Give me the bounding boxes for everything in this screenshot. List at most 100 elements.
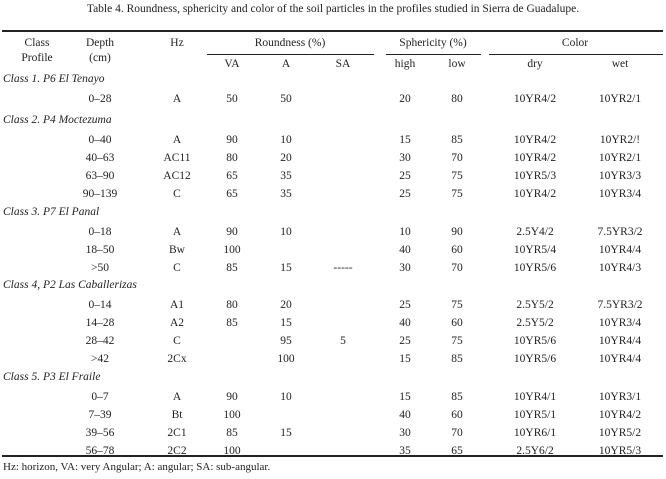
group-label: Class 5. P3 El Fraile — [3, 371, 101, 383]
cell-dry: 10YR4/2 — [513, 152, 557, 164]
cell-hz: C — [173, 262, 181, 274]
cell-wet: 10YR3/4 — [598, 317, 642, 329]
cell-dry: 10YR4/2 — [513, 134, 557, 146]
cell-dry: 10YR4/1 — [513, 391, 557, 403]
cell-wet: 10YR4/2 — [598, 409, 642, 421]
cell-depth: 0–14 — [88, 299, 112, 311]
cell-high: 40 — [399, 409, 411, 421]
cell-sa: 5 — [340, 335, 346, 347]
cell-hz: A — [172, 134, 182, 146]
cell-dry: 10YR4/2 — [513, 93, 557, 105]
cell-va: 90 — [226, 391, 238, 403]
cell-a: 15 — [280, 317, 292, 329]
cell-hz: A — [172, 391, 182, 403]
cell-hz: 2Cx — [167, 353, 187, 365]
cell-depth: 0–40 — [88, 134, 112, 146]
cell-a: 10 — [280, 134, 292, 146]
cell-high: 30 — [399, 262, 411, 274]
cell-hz: AC12 — [163, 170, 191, 182]
cell-low: 75 — [451, 299, 463, 311]
header-depth: Depth — [85, 37, 115, 49]
cell-a: 35 — [280, 188, 292, 200]
header-sphericity: Sphericity (%) — [399, 37, 467, 49]
cell-low: 80 — [451, 93, 463, 105]
footnote: Hz: horizon, VA: very Angular; A: angula… — [3, 461, 271, 473]
cell-va: 65 — [226, 170, 238, 182]
cell-va: 100 — [223, 244, 241, 256]
cell-wet: 10YR4/4 — [598, 353, 642, 365]
cell-va: 80 — [226, 299, 238, 311]
cell-wet: 10YR5/2 — [598, 427, 642, 439]
cell-wet: 7.5YR3/2 — [597, 299, 643, 311]
cell-high: 30 — [399, 152, 411, 164]
cell-wet: 10YR5/3 — [598, 445, 642, 457]
cell-wet: 10YR2/! — [599, 134, 641, 146]
cell-a: 50 — [280, 93, 292, 105]
cell-va: 90 — [226, 226, 238, 238]
cell-high: 25 — [399, 335, 411, 347]
cell-va: 100 — [223, 445, 241, 457]
cell-dry: 10YR4/2 — [513, 188, 557, 200]
cell-high: 15 — [399, 134, 411, 146]
header-sa: SA — [335, 58, 351, 70]
cell-hz: C — [173, 335, 181, 347]
cell-depth: >42 — [91, 353, 109, 365]
group-label: Class 2. P4 Moctezuma — [3, 114, 112, 126]
cell-dry: 10YR5/6 — [513, 353, 557, 365]
cell-a: 10 — [280, 391, 292, 403]
table-title: Table 4. Roundness, sphericity and color… — [86, 3, 580, 15]
cell-va: 85 — [226, 317, 238, 329]
cell-wet: 10YR3/4 — [598, 188, 642, 200]
cell-high: 35 — [399, 445, 411, 457]
header-depth-unit: (cm) — [89, 52, 111, 64]
group-label: Class 4, P2 Las Caballerizas — [3, 279, 137, 291]
cell-a: 20 — [280, 152, 292, 164]
cell-hz: A2 — [169, 317, 185, 329]
cell-a: 20 — [280, 299, 292, 311]
cell-low: 70 — [451, 152, 463, 164]
cell-dry: 10YR5/1 — [513, 409, 557, 421]
cell-va: 90 — [226, 134, 238, 146]
cell-low: 75 — [451, 188, 463, 200]
header-class: Class — [24, 37, 50, 49]
cell-hz: A1 — [169, 299, 185, 311]
cell-a: 15 — [280, 262, 292, 274]
group-label: Class 3. P7 El Panal — [3, 206, 100, 218]
cell-depth: 7–39 — [88, 409, 112, 421]
header-roundness: Roundness (%) — [254, 37, 326, 49]
cell-low: 75 — [451, 335, 463, 347]
cell-dry: 2.5Y5/2 — [516, 299, 554, 311]
top-rule — [2, 30, 663, 32]
cell-hz: A — [172, 93, 182, 105]
cell-hz: 2C1 — [167, 427, 187, 439]
cell-dry: 2.5Y6/2 — [516, 445, 554, 457]
cell-wet: 7.5YR3/2 — [597, 226, 643, 238]
cell-dry: 10YR5/4 — [513, 244, 557, 256]
cell-low: 75 — [451, 170, 463, 182]
cell-a: 10 — [280, 226, 292, 238]
cell-high: 25 — [399, 170, 411, 182]
cell-depth: 0–7 — [91, 391, 109, 403]
cell-high: 15 — [399, 391, 411, 403]
cell-depth: >50 — [91, 262, 109, 274]
cell-va: 80 — [226, 152, 238, 164]
cell-low: 70 — [451, 262, 463, 274]
cell-va: 85 — [226, 427, 238, 439]
cell-hz: Bw — [169, 244, 185, 256]
cell-high: 30 — [399, 427, 411, 439]
cell-hz: AC11 — [163, 152, 191, 164]
cell-depth: 0–18 — [88, 226, 112, 238]
color-rule — [489, 54, 663, 55]
cell-low: 65 — [451, 445, 463, 457]
cell-dry: 2.5Y4/2 — [516, 226, 554, 238]
cell-dry: 2.5Y5/2 — [516, 317, 554, 329]
header-profile: Profile — [21, 52, 53, 64]
cell-low: 60 — [451, 317, 463, 329]
cell-high: 20 — [399, 93, 411, 105]
header-hz: Hz — [170, 37, 184, 49]
cell-dry: 10YR5/3 — [513, 170, 557, 182]
cell-low: 60 — [451, 244, 463, 256]
cell-va: 100 — [223, 409, 241, 421]
cell-sa: ----- — [333, 262, 353, 274]
cell-depth: 28–42 — [85, 335, 115, 347]
